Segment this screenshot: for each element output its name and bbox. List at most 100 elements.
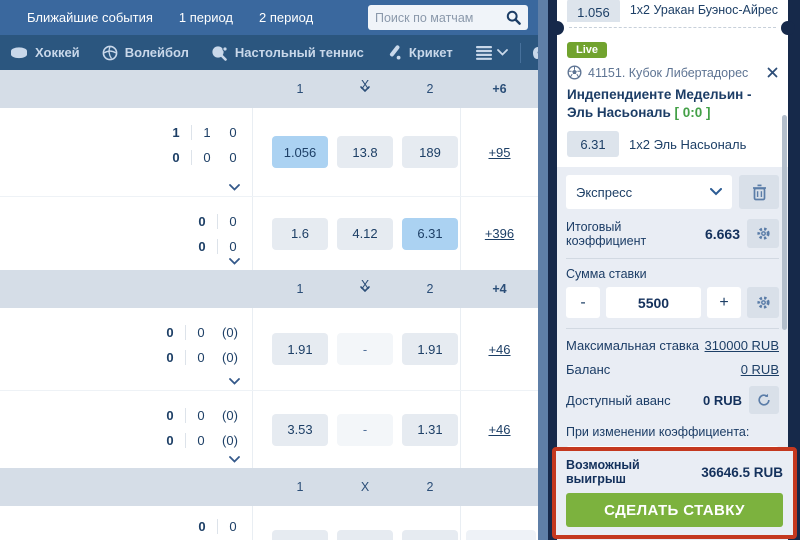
divider bbox=[252, 108, 253, 196]
advance-value: 0 RUB bbox=[702, 392, 742, 408]
odd-button-2[interactable]: 1.31 bbox=[402, 413, 458, 446]
score-cell: (0) bbox=[222, 350, 238, 365]
balance-value[interactable]: 0 RUB bbox=[740, 362, 779, 378]
col-more[interactable]: +4 bbox=[492, 282, 507, 296]
col-2[interactable]: 2 bbox=[426, 282, 434, 296]
odd-button-2[interactable]: 6.31 bbox=[402, 217, 458, 250]
col-x[interactable]: X bbox=[360, 278, 370, 292]
coefficient-settings-button[interactable] bbox=[747, 219, 779, 249]
score-main: 0 bbox=[166, 325, 174, 340]
match-score: [ 0:0 ] bbox=[674, 105, 711, 121]
match-row[interactable]: 0 0 (0) 0 0 (0) 1.91 - 1.91 +46 bbox=[0, 308, 538, 390]
max-bet-value[interactable]: 310000 RUB bbox=[704, 338, 779, 354]
odd-button-2[interactable]: 1.91 bbox=[402, 333, 458, 365]
odd-button-x: - bbox=[337, 413, 393, 446]
match-title[interactable]: Индепендиенте Медельин - Эль Насьональ [… bbox=[567, 87, 752, 121]
bet-type-select[interactable]: Экспресс bbox=[566, 175, 732, 210]
stake-plus-button[interactable]: + bbox=[707, 287, 741, 319]
match-row[interactable]: 0 0 0 0 1.6 4.12 6.31 +396 bbox=[0, 196, 538, 270]
col-more bbox=[462, 468, 537, 506]
expand-chevron-icon[interactable] bbox=[206, 258, 262, 265]
odd-button-x[interactable]: 4.12 bbox=[337, 217, 393, 250]
score-block: 1 1 0 0 0 0 bbox=[120, 120, 246, 170]
live-badge: Live bbox=[567, 42, 608, 58]
col-x[interactable]: X bbox=[360, 480, 370, 494]
bet-odd-chip[interactable]: 6.31 bbox=[567, 131, 619, 158]
col-more[interactable]: +6 bbox=[492, 82, 507, 96]
divider bbox=[460, 197, 461, 270]
sport-hockey[interactable]: Хоккей bbox=[6, 35, 91, 70]
col-1[interactable]: 1 bbox=[296, 480, 304, 494]
col-x[interactable]: X bbox=[360, 78, 370, 92]
bet-label: 1x2 Эль Насьональ bbox=[629, 136, 747, 152]
odds-header: 1 X 2 bbox=[0, 468, 538, 506]
more-bets-link[interactable]: +46 bbox=[488, 422, 511, 437]
chevron-down-icon[interactable] bbox=[337, 270, 393, 308]
score-main: 0 bbox=[198, 519, 206, 534]
score-main: 0 bbox=[198, 239, 206, 254]
tab-period-1[interactable]: 1 период bbox=[178, 10, 234, 25]
sports-filter-bar: Хоккей Волейбол Настольный теннис Крикет bbox=[0, 35, 584, 70]
sport-cricket[interactable]: Крикет bbox=[375, 35, 464, 70]
possible-win-value: 36646.5 RUB bbox=[701, 464, 783, 480]
divider bbox=[460, 506, 461, 540]
expand-chevron-icon[interactable] bbox=[206, 378, 262, 385]
chevron-down-icon[interactable] bbox=[337, 70, 393, 108]
tab-upcoming-events[interactable]: Ближайшие события bbox=[27, 10, 153, 25]
more-bets-link[interactable]: +95 bbox=[488, 144, 511, 160]
divider bbox=[460, 108, 461, 196]
stake-input[interactable] bbox=[606, 287, 701, 319]
col-1[interactable]: 1 bbox=[296, 282, 304, 296]
max-bet-label: Максимальная ставка bbox=[566, 338, 700, 354]
place-bet-button[interactable]: СДЕЛАТЬ СТАВКУ bbox=[566, 493, 783, 527]
stake-settings-button[interactable] bbox=[747, 287, 779, 319]
search-icon[interactable] bbox=[506, 10, 521, 25]
more-bets-link[interactable] bbox=[466, 530, 536, 540]
divider bbox=[566, 328, 779, 330]
expand-chevron-icon[interactable] bbox=[206, 456, 262, 463]
odd-button-1[interactable]: 1.6 bbox=[272, 217, 328, 250]
chevron-down-icon bbox=[710, 188, 722, 196]
odd-button-1[interactable] bbox=[272, 530, 328, 540]
match-row[interactable]: 0 0 (0) 0 0 (0) 3.53 - 1.31 +46 bbox=[0, 390, 538, 468]
odd-button-x[interactable] bbox=[337, 530, 393, 540]
col-2[interactable]: 2 bbox=[426, 480, 434, 494]
odd-button-2[interactable]: 189 bbox=[402, 136, 458, 168]
betslip-sidebar: 1.056 1x2 Уракан Буэнос-Айрес Live 41151… bbox=[548, 0, 800, 540]
odd-chip[interactable]: 1.056 bbox=[567, 0, 620, 22]
table-tennis-icon bbox=[211, 45, 228, 61]
odd-button-x[interactable]: 13.8 bbox=[337, 136, 393, 168]
expand-chevron-icon[interactable] bbox=[206, 184, 262, 191]
search-input[interactable] bbox=[375, 10, 506, 25]
sport-table-tennis[interactable]: Настольный теннис bbox=[200, 35, 375, 70]
divider bbox=[566, 258, 779, 260]
total-coefficient-label: Итоговый коэффициент bbox=[566, 219, 647, 248]
odd-button-1[interactable]: 3.53 bbox=[272, 413, 328, 446]
match-row[interactable]: 1 1 0 0 0 0 1.056 13.8 189 +95 bbox=[0, 108, 538, 196]
more-sports-menu[interactable] bbox=[464, 45, 520, 60]
col-1[interactable]: 1 bbox=[296, 82, 304, 96]
more-bets-link[interactable]: +396 bbox=[484, 226, 515, 241]
match-search-box[interactable] bbox=[368, 5, 528, 30]
close-icon[interactable] bbox=[767, 67, 778, 78]
more-bets-link[interactable]: +46 bbox=[488, 341, 511, 357]
score-main: 1 bbox=[172, 125, 180, 140]
main-scrollbar[interactable] bbox=[538, 0, 548, 540]
score-cell: 0 bbox=[229, 214, 237, 229]
odd-button-2[interactable] bbox=[402, 530, 458, 540]
col-2[interactable]: 2 bbox=[426, 82, 434, 96]
total-coefficient-value: 6.663 bbox=[704, 225, 740, 242]
odd-button-1[interactable]: 1.056 bbox=[272, 136, 328, 168]
sidebar-scrollbar[interactable] bbox=[782, 115, 787, 330]
clear-betslip-button[interactable] bbox=[739, 175, 779, 210]
coefficient-change-label: При изменении коэффициента: bbox=[566, 425, 750, 440]
refresh-advance-button[interactable] bbox=[749, 386, 779, 415]
odd-button-1[interactable]: 1.91 bbox=[272, 333, 328, 365]
score-cell: (0) bbox=[222, 325, 238, 340]
score-cell: 1 bbox=[203, 125, 211, 140]
stake-minus-button[interactable]: - bbox=[566, 287, 600, 319]
sport-volleyball[interactable]: Волейбол bbox=[91, 35, 200, 70]
event-name[interactable]: 41151. Кубок Либертадорес bbox=[588, 65, 749, 80]
tab-period-2[interactable]: 2 период bbox=[259, 10, 314, 25]
